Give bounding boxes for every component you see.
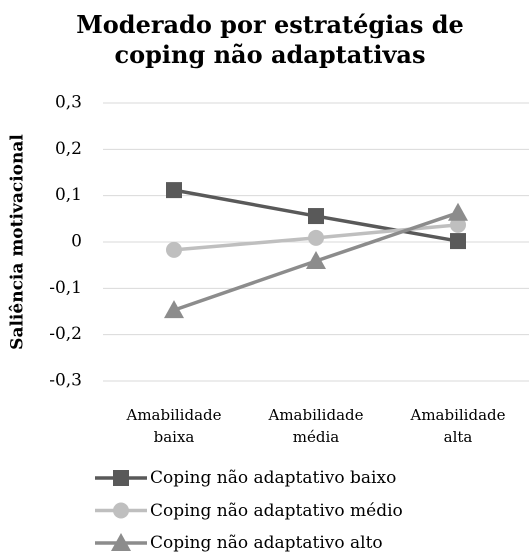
legend-label: Coping não adaptativo baixo <box>150 468 397 488</box>
marker <box>308 208 324 225</box>
marker <box>448 202 468 221</box>
y-tick-label: 0,1 <box>55 185 82 205</box>
y-tick-label: -0,1 <box>49 278 82 298</box>
chart-title: Moderado por estratégias de coping não a… <box>76 10 464 69</box>
legend-marker <box>113 470 129 486</box>
marker <box>450 233 466 250</box>
marker <box>450 216 466 233</box>
y-axis-label: Saliência motivacional <box>8 134 28 350</box>
y-tick-label: 0,2 <box>55 139 82 159</box>
y-tick-label: -0,2 <box>49 324 82 344</box>
marker <box>164 300 184 319</box>
y-tick-label: -0,3 <box>49 371 82 391</box>
x-tick-label: Amabilidade alta <box>410 406 506 446</box>
legend-marker <box>111 533 131 551</box>
x-tick-label: Amabilidade média <box>268 406 364 446</box>
marker <box>166 241 182 258</box>
marker <box>308 229 324 246</box>
marker <box>166 182 182 199</box>
y-tick-label: 0,3 <box>55 93 82 113</box>
legend-marker <box>113 502 129 519</box>
y-tick-label: 0 <box>71 232 82 252</box>
marker <box>306 250 326 269</box>
x-tick-label: Amabilidade baixa <box>126 406 222 446</box>
legend-label: Coping não adaptativo alto <box>150 533 383 553</box>
legend-label: Coping não adaptativo médio <box>150 500 403 521</box>
